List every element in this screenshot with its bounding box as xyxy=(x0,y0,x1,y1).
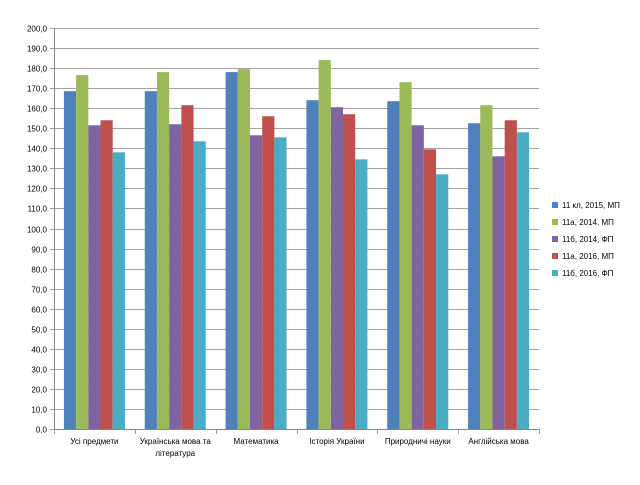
x-category-label: Усі предмети xyxy=(70,437,118,446)
y-tick-label: 60,0 xyxy=(31,306,47,315)
y-tick-label: 80,0 xyxy=(31,266,47,275)
legend-entry-label: 11б, 2014, ФП xyxy=(562,235,614,244)
bar xyxy=(516,132,530,429)
bar xyxy=(411,125,424,430)
bar xyxy=(76,75,89,430)
x-category-label: Математика xyxy=(234,437,280,446)
bar xyxy=(193,141,206,429)
legend-swatch xyxy=(552,202,558,208)
y-tick-label: 130,0 xyxy=(27,165,48,174)
bar xyxy=(330,107,344,429)
bar xyxy=(423,149,437,430)
legend-entry-label: 11а, 2014, МП xyxy=(562,218,614,227)
bar xyxy=(144,91,157,429)
x-category-label: Природничі науки xyxy=(385,437,451,446)
bar xyxy=(112,152,125,429)
y-tick-label: 180,0 xyxy=(27,65,48,74)
x-axis: Усі предмети Українська мова та література… xyxy=(54,429,540,458)
legend: 11 кл, 2015, МП 11а, 2014, МП 11б, 2014, Ф… xyxy=(552,201,620,278)
bar xyxy=(492,156,505,429)
x-category-label: Англійська мова xyxy=(468,437,529,446)
legend-swatch xyxy=(552,219,558,225)
bar xyxy=(262,116,275,429)
y-tick-label: 120,0 xyxy=(27,185,48,194)
bar xyxy=(436,174,449,429)
y-tick-label: 200,0 xyxy=(27,25,48,34)
bar xyxy=(306,100,319,430)
y-tick-label: 190,0 xyxy=(27,45,48,54)
bar xyxy=(387,101,400,430)
bar xyxy=(480,105,493,429)
y-axis: 0,0 10,0 20,0 30,0 40,0 50,0 60,0 70,0 80,0 90,0 1… xyxy=(27,25,55,435)
x-category-label: Історія України xyxy=(309,437,364,446)
bar xyxy=(274,137,287,429)
y-tick-label: 50,0 xyxy=(31,326,47,335)
gridlines xyxy=(54,28,539,410)
y-tick-label: 0,0 xyxy=(36,426,48,435)
legend-entry-label: 11 кл, 2015, МП xyxy=(562,201,620,210)
bar xyxy=(237,69,250,429)
bar xyxy=(355,159,368,429)
y-tick-label: 40,0 xyxy=(31,346,47,355)
bar xyxy=(169,124,182,430)
bar xyxy=(225,72,238,430)
bars xyxy=(63,60,530,430)
y-tick-label: 140,0 xyxy=(27,145,48,154)
bar xyxy=(156,72,170,430)
bar xyxy=(343,114,356,429)
bar xyxy=(504,120,517,429)
legend-entry-label: 11б, 2016, ФП xyxy=(562,269,614,278)
bar xyxy=(63,91,77,429)
bar xyxy=(88,125,101,430)
bar xyxy=(318,60,331,430)
bar xyxy=(100,120,113,429)
bar xyxy=(468,123,481,430)
y-tick-label: 160,0 xyxy=(27,105,48,114)
y-tick-label: 170,0 xyxy=(27,85,48,94)
y-tick-label: 30,0 xyxy=(31,366,47,375)
legend-swatch xyxy=(552,253,558,259)
y-tick-label: 90,0 xyxy=(31,246,47,255)
legend-swatch xyxy=(552,270,558,276)
bar xyxy=(249,135,263,429)
x-category-label: література xyxy=(155,449,195,458)
y-tick-label: 100,0 xyxy=(27,226,48,235)
bar xyxy=(181,105,194,429)
y-tick-label: 10,0 xyxy=(31,406,47,415)
x-category-label: Українська мова та xyxy=(140,437,212,446)
y-tick-label: 70,0 xyxy=(31,286,47,295)
y-tick-label: 110,0 xyxy=(28,205,48,214)
legend-swatch xyxy=(552,236,558,242)
y-tick-label: 20,0 xyxy=(31,386,47,395)
y-tick-label: 150,0 xyxy=(27,125,48,134)
legend-entry-label: 11а, 2016, МП xyxy=(562,252,614,261)
bar xyxy=(399,82,412,429)
